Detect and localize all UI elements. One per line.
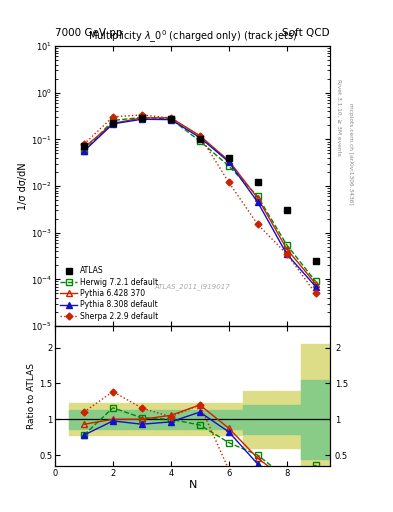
Legend: ATLAS, Herwig 7.2.1 default, Pythia 6.428 370, Pythia 8.308 default, Sherpa 2.2.: ATLAS, Herwig 7.2.1 default, Pythia 6.42… [59,265,160,322]
Title: Multiplicity $\lambda\_0^0$ (charged only) (track jets): Multiplicity $\lambda\_0^0$ (charged onl… [88,29,298,46]
Y-axis label: 1/σ dσ/dN: 1/σ dσ/dN [18,162,28,210]
X-axis label: N: N [188,480,197,490]
Y-axis label: Ratio to ATLAS: Ratio to ATLAS [28,363,36,429]
Text: Soft QCD: Soft QCD [283,28,330,38]
Text: 7000 GeV pp: 7000 GeV pp [55,28,123,38]
Text: ATLAS_2011_I919017: ATLAS_2011_I919017 [155,283,230,290]
Text: Rivet 3.1.10, ≥ 3M events: Rivet 3.1.10, ≥ 3M events [336,79,341,156]
Text: mcplots.cern.ch [arXiv:1306.3436]: mcplots.cern.ch [arXiv:1306.3436] [348,103,353,204]
